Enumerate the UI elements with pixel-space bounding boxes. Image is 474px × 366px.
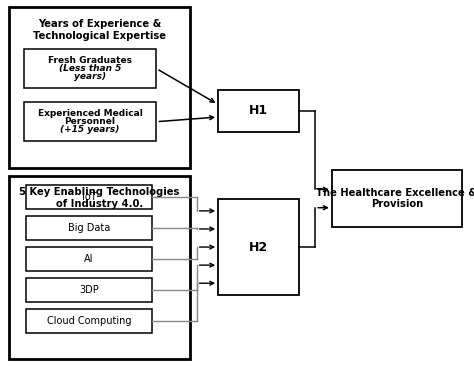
FancyBboxPatch shape [26,309,152,333]
Text: Cloud Computing: Cloud Computing [46,316,131,326]
Text: 5 Key Enabling Technologies
of Industry 4.0.: 5 Key Enabling Technologies of Industry … [19,187,180,209]
FancyBboxPatch shape [26,247,152,271]
FancyBboxPatch shape [218,199,299,295]
FancyBboxPatch shape [9,7,190,168]
FancyBboxPatch shape [26,185,152,209]
Text: (Less than 5: (Less than 5 [59,64,121,73]
Text: (+15 years): (+15 years) [60,125,120,134]
Text: Years of Experience &
Technological Expertise: Years of Experience & Technological Expe… [33,19,166,41]
FancyBboxPatch shape [332,170,462,227]
FancyBboxPatch shape [24,49,156,88]
FancyBboxPatch shape [24,102,156,141]
Text: H2: H2 [249,240,268,254]
Text: Big Data: Big Data [68,223,110,233]
Text: years): years) [74,72,106,81]
Text: IoT: IoT [82,192,96,202]
Text: 3DP: 3DP [79,285,99,295]
Text: The Healthcare Excellence &
Provision: The Healthcare Excellence & Provision [317,188,474,209]
FancyBboxPatch shape [26,278,152,302]
Text: Personnel: Personnel [64,117,116,126]
Text: Experienced Medical: Experienced Medical [37,109,143,118]
FancyBboxPatch shape [9,176,190,359]
Text: H1: H1 [249,104,268,117]
Text: Fresh Graduates: Fresh Graduates [48,56,132,65]
FancyBboxPatch shape [218,90,299,132]
Text: AI: AI [84,254,94,264]
FancyBboxPatch shape [26,216,152,240]
